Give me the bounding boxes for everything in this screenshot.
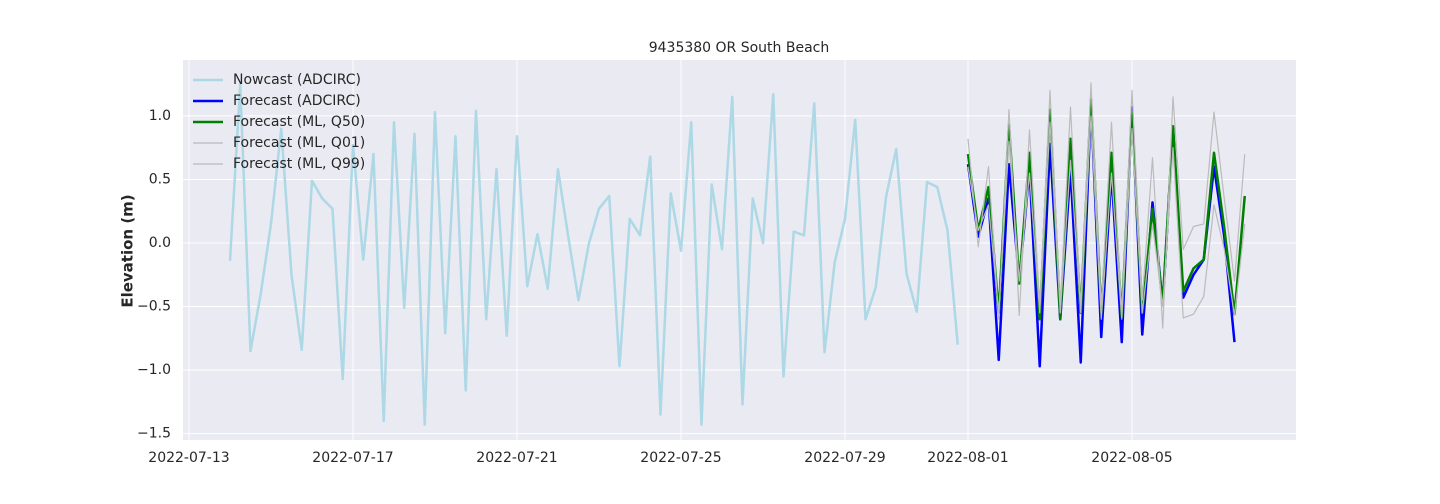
x-tick-label: 2022-07-29 — [804, 450, 885, 466]
plot-area — [183, 60, 1296, 440]
x-tick-label: 2022-08-05 — [1091, 450, 1172, 466]
y-tick-label: −1.5 — [137, 426, 171, 442]
x-tick-label: 2022-07-17 — [312, 450, 393, 466]
series-line — [966, 101, 1236, 368]
x-tick-label: 2022-07-21 — [476, 450, 557, 466]
series-line — [967, 82, 1246, 329]
y-axis-label: Elevation (m) — [119, 194, 137, 307]
legend-label: Forecast (ML, Q50) — [233, 114, 365, 130]
x-tick-label: 2022-07-13 — [148, 450, 229, 466]
y-tick-label: 0.0 — [149, 235, 171, 251]
chart-title: 9435380 OR South Beach — [649, 40, 830, 56]
x-tick-label: 2022-08-01 — [927, 450, 1008, 466]
legend-label: Nowcast (ADCIRC) — [233, 72, 361, 88]
legend-label: Forecast (ML, Q01) — [233, 135, 365, 151]
legend-label: Forecast (ML, Q99) — [233, 156, 365, 172]
x-tick-label: 2022-07-25 — [640, 450, 721, 466]
legend-label: Forecast (ADCIRC) — [233, 93, 361, 109]
y-tick-label: −0.5 — [137, 299, 171, 315]
y-tick-label: −1.0 — [137, 362, 171, 378]
y-tick-label: 1.0 — [149, 108, 171, 124]
series-line — [228, 82, 959, 426]
y-tick-label: 0.5 — [149, 171, 171, 187]
